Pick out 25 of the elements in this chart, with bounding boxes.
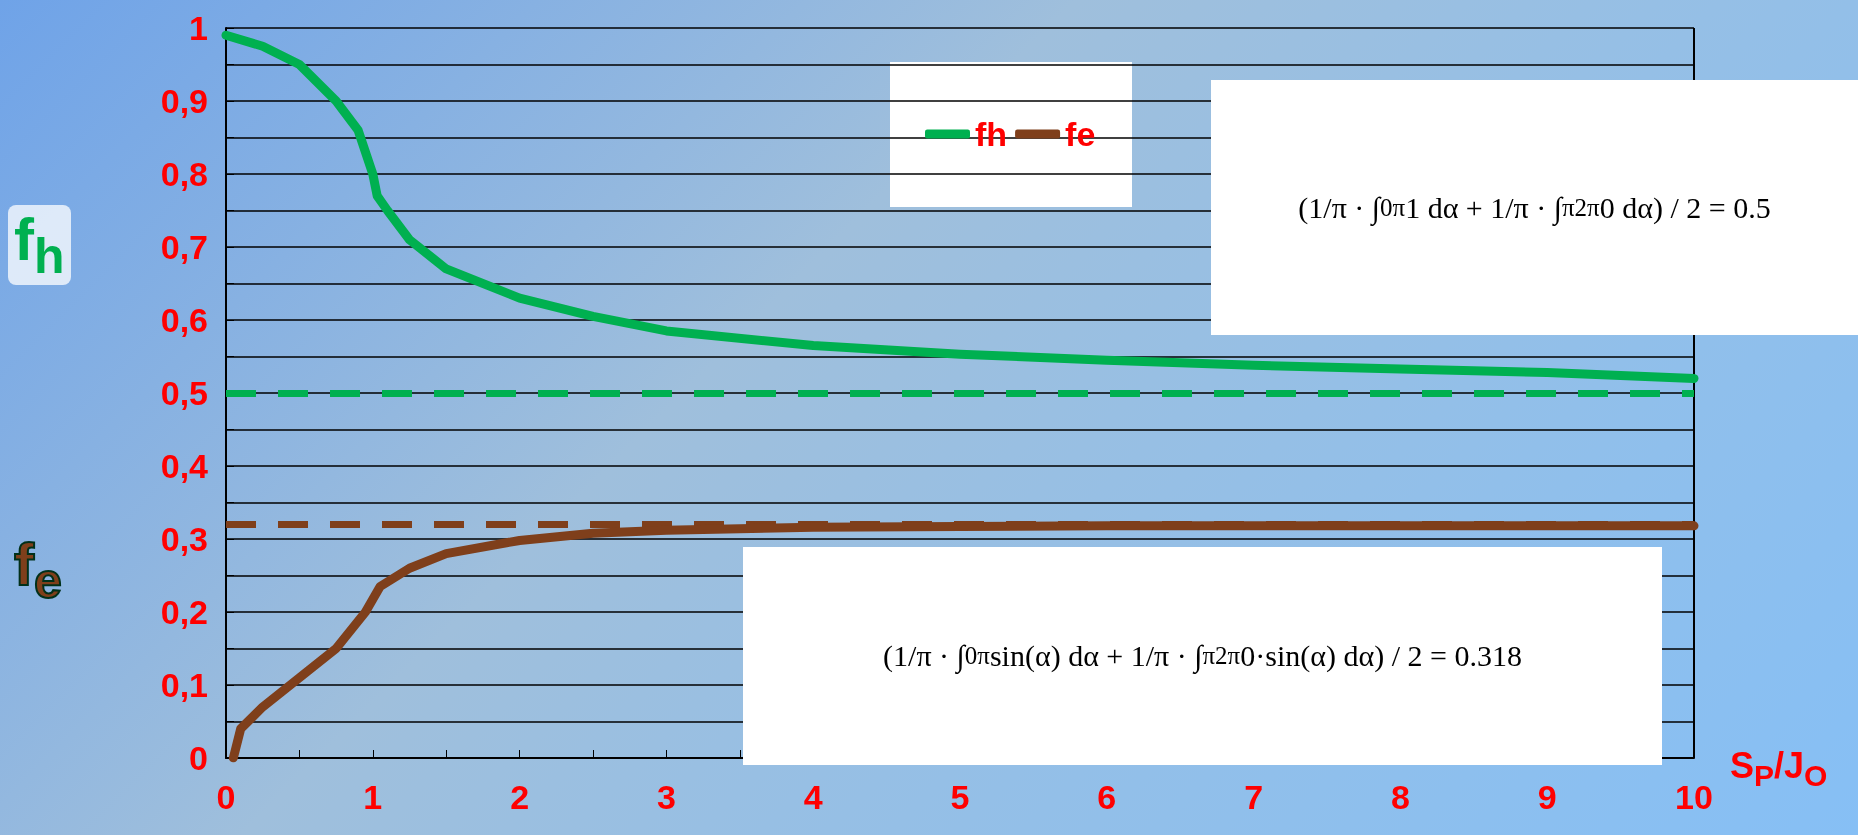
x-tick-label: 8	[1390, 778, 1410, 816]
y-tick-label: 0,3	[160, 520, 208, 558]
y-tick-label: 0,9	[160, 82, 208, 120]
x-tick-label: 2	[510, 778, 530, 816]
x-tick-label: 6	[1097, 778, 1117, 816]
x-tick-label: 1	[363, 778, 383, 816]
x-tick-label: 9	[1537, 778, 1557, 816]
x-tick-label: 0	[216, 778, 236, 816]
y-tick-label: 0,8	[160, 155, 208, 193]
y-tick-label: 1	[189, 9, 208, 47]
x-tick-label: 4	[803, 778, 823, 816]
x-tick-label: 10	[1675, 778, 1713, 816]
x-tick-label: 3	[656, 778, 676, 816]
y-tick-label: 0	[189, 739, 208, 777]
y-tick-label: 0,4	[160, 447, 209, 485]
x-tick-label: 5	[950, 778, 970, 816]
y-tick-label: 0,2	[160, 593, 208, 631]
y-axis-title: f$_{h}$	[8, 205, 71, 285]
y-tick-label: 0,5	[160, 374, 208, 412]
y-tick-label: 0,1	[160, 666, 208, 704]
text: f$_{e}$	[14, 530, 62, 610]
x-tick-label: 7	[1244, 778, 1264, 816]
y-tick-label: 0,7	[160, 228, 208, 266]
y-tick-label: 0,6	[160, 301, 208, 339]
x-axis-title: S$_{P}$/J$_{O}$	[1730, 745, 1828, 794]
